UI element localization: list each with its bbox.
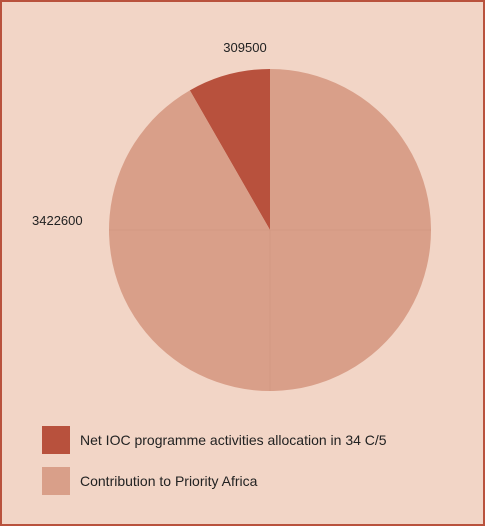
legend-label-priority-africa: Contribution to Priority Africa — [80, 473, 258, 489]
legend-label-net-ioc: Net IOC programme activities allocation … — [80, 432, 387, 448]
pie-slice-0 — [189, 69, 270, 230]
legend-item-net-ioc: Net IOC programme activities allocation … — [42, 426, 387, 454]
legend-swatch-priority-africa — [42, 467, 70, 495]
legend: Net IOC programme activities allocation … — [42, 426, 387, 508]
legend-item-priority-africa: Contribution to Priority Africa — [42, 467, 387, 495]
data-label-net-ioc: 309500 — [223, 40, 266, 55]
legend-swatch-net-ioc — [42, 426, 70, 454]
data-label-priority-africa: 3422600 — [32, 213, 83, 228]
